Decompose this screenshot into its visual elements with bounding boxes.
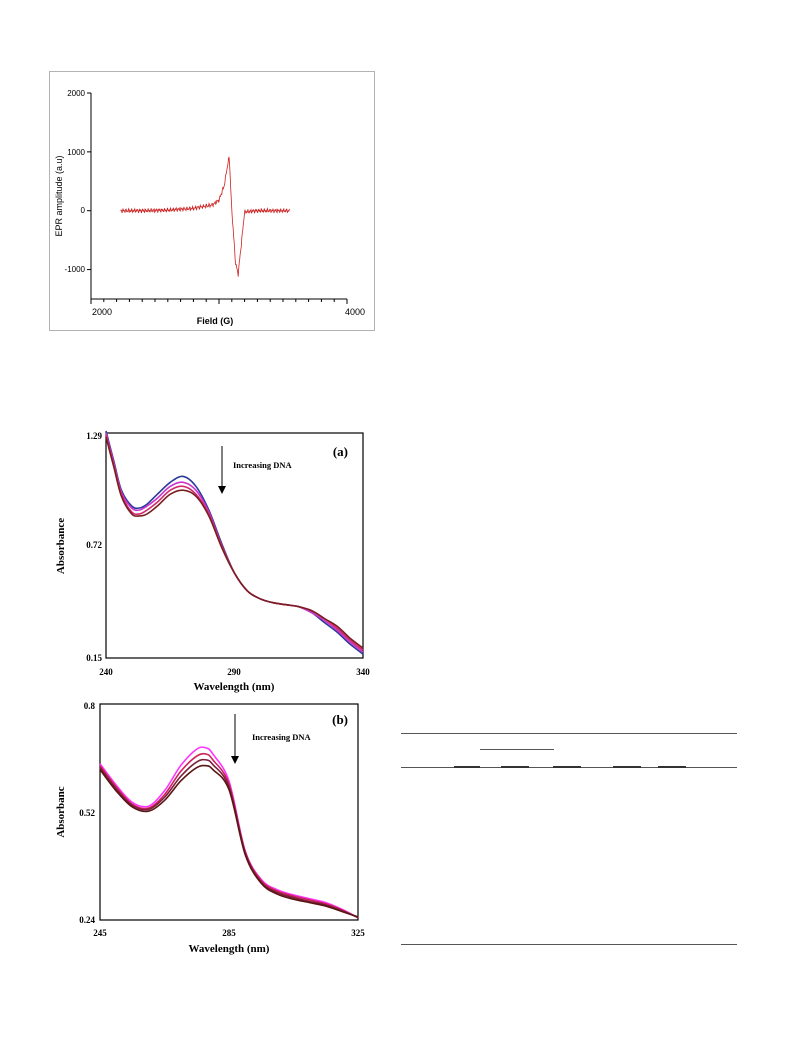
uv-a-ytick-label: 0.72 — [86, 540, 102, 550]
table-column-mark — [553, 766, 581, 768]
uv-a-xtick-label: 340 — [356, 667, 370, 677]
uv-b-y-label: Absorbanc — [55, 786, 67, 837]
epr-ytick-label: 1000 — [67, 148, 85, 157]
uv-b-ytick-label: 0.52 — [79, 808, 95, 818]
table-column-mark — [454, 766, 480, 768]
uv-b-panel-tag: (b) — [332, 712, 348, 727]
absorbance-series-line — [99, 758, 359, 919]
epr-x-label: Field (G) — [197, 316, 234, 326]
uv-b-xtick-label: 245 — [93, 928, 107, 938]
uv-b-ytick-label: 0.24 — [79, 915, 95, 925]
uv-b-xtick-label: 285 — [222, 928, 236, 938]
absorbance-series-line — [99, 746, 359, 919]
epr-figure: 2000 1000 0 -1000 2000 4000 Field (G) EP… — [49, 71, 375, 331]
uv-chart-b: 0.8 0.52 0.24 245 285 325 Wavelength (nm… — [55, 701, 365, 955]
epr-ytick-label: -1000 — [65, 265, 86, 274]
epr-signal-line — [120, 156, 290, 277]
epr-xtick-label: 4000 — [345, 307, 365, 317]
uv-b-xtick-label: 325 — [351, 928, 365, 938]
epr-ytick-label: 0 — [81, 206, 86, 215]
uv-figure-a: 1.29 0.72 0.15 240 290 340 Wavelength (n… — [48, 426, 378, 698]
uv-a-xtick-label: 240 — [99, 667, 113, 677]
uv-a-panel-tag: (a) — [333, 444, 348, 459]
epr-xtick-label: 2000 — [92, 307, 112, 317]
uv-a-ytick-label: 1.29 — [86, 431, 102, 441]
table-top-rule — [401, 733, 737, 734]
uv-b-annotation: Increasing DNA — [252, 732, 311, 742]
uv-a-x-label: Wavelength (nm) — [194, 681, 275, 693]
uv-b-frame — [99, 703, 359, 921]
uv-b-x-label: Wavelength (nm) — [189, 943, 270, 955]
uv-a-xtick-label: 290 — [227, 667, 241, 677]
uv-a-arrow-head — [218, 486, 226, 494]
absorbance-series-line — [99, 752, 359, 919]
uv-figure-b: 0.8 0.52 0.24 245 285 325 Wavelength (nm… — [48, 698, 378, 960]
table-column-mark — [613, 766, 641, 768]
uv-a-frame — [105, 432, 364, 659]
table-group-rule — [480, 749, 554, 750]
absorbance-series-line — [105, 436, 364, 649]
uv-chart-a: 1.29 0.72 0.15 240 290 340 Wavelength (n… — [55, 430, 370, 693]
uv-a-y-label: Absorbance — [55, 518, 67, 574]
uv-b-arrow-head — [231, 756, 239, 764]
table-column-mark — [658, 766, 686, 768]
epr-y-label: EPR amplitude (a.u) — [54, 155, 64, 236]
table-bottom-rule — [401, 944, 737, 945]
epr-ytick-label: 2000 — [67, 89, 85, 98]
epr-chart: 2000 1000 0 -1000 2000 4000 Field (G) EP… — [54, 89, 365, 326]
uv-b-ytick-label: 0.8 — [84, 701, 96, 711]
absorbance-series-line — [99, 764, 359, 918]
table-column-mark — [501, 766, 529, 768]
uv-a-ytick-label: 0.15 — [86, 653, 102, 663]
uv-a-annotation: Increasing DNA — [233, 460, 292, 470]
